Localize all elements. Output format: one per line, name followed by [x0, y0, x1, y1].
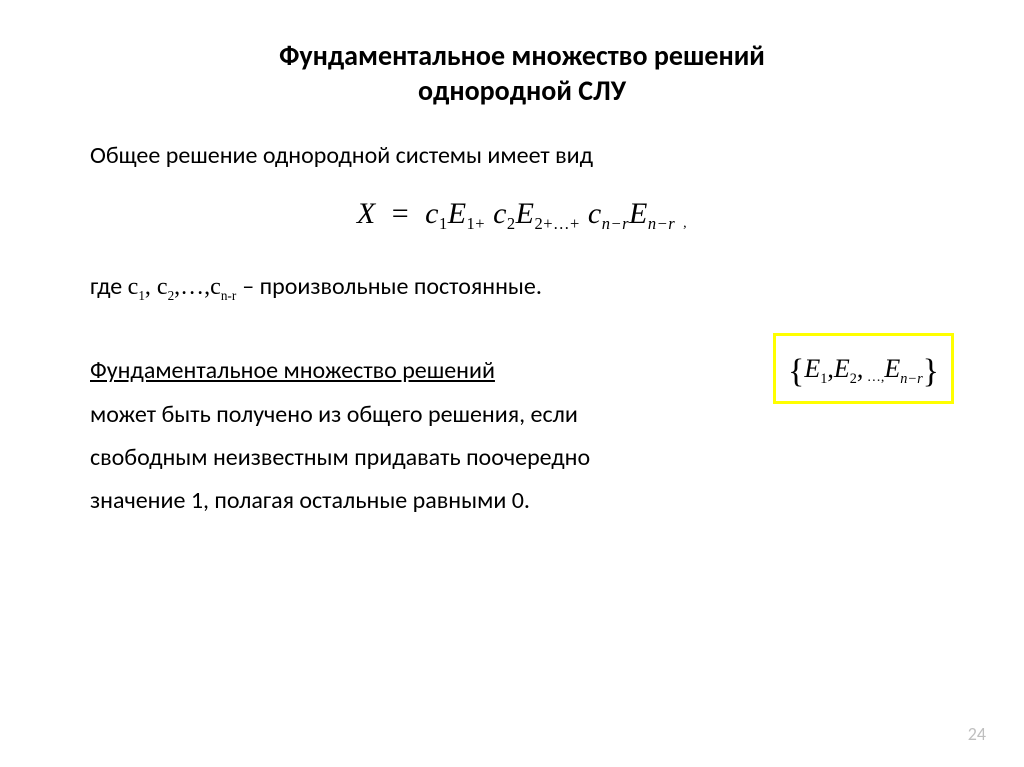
set-dots: …, — [863, 370, 884, 385]
formula-E1: E — [448, 197, 467, 230]
where-constants: с1, с2,…,сn-r — [128, 274, 243, 300]
formula-comma: , — [683, 216, 687, 231]
rest-line-2: свободным неизвестным придавать поочеред… — [90, 436, 954, 479]
formula-eq: = — [392, 197, 409, 230]
left-brace: { — [788, 360, 804, 384]
fss-set-box: {E1,E2, …,En−r} — [773, 333, 954, 404]
formula-c1-sub: 1 — [439, 214, 448, 233]
formula-plus1: + — [475, 214, 485, 233]
formula-c1: c — [425, 197, 439, 230]
set-E1-sub: 1 — [820, 371, 827, 387]
set-E1: E — [804, 354, 820, 383]
right-brace: } — [923, 360, 939, 384]
set-E2: E — [834, 354, 850, 383]
formula-cn: c — [588, 197, 602, 230]
main-formula: X = c1E1+ c2E2+…+ cn−rEn−r , — [90, 187, 954, 241]
where-c2-sub: 2 — [168, 288, 175, 303]
where-c2: с — [157, 274, 168, 300]
formula-cn-sub: n−r — [602, 214, 629, 233]
where-c1-sub: 1 — [138, 288, 145, 303]
where-suffix: – произвольные постоянные. — [242, 272, 542, 301]
fss-label: Фундаментальное множество решений — [90, 356, 495, 385]
formula-E2-sub: 2 — [534, 214, 543, 233]
fss-line: Фундаментальное множество решений {E1,E2… — [90, 349, 954, 392]
formula-ellipsis: +…+ — [543, 214, 580, 233]
formula-c2: c — [493, 197, 507, 230]
formula-En: E — [629, 197, 648, 230]
slide-title: Фундаментальное множество решений одноро… — [90, 38, 954, 108]
where-cn: с — [210, 274, 221, 300]
formula-En-sub: n−r — [648, 214, 675, 233]
set-E2-sub: 2 — [850, 371, 857, 387]
page-number: 24 — [968, 723, 986, 745]
slide-body: Общее решение однородной системы имеет в… — [90, 134, 954, 522]
where-line: где с1, с2,…,сn-r – произвольные постоян… — [90, 265, 954, 309]
set-En: E — [884, 354, 900, 383]
intro-text: Общее решение однородной системы имеет в… — [90, 134, 954, 177]
formula-c2-sub: 2 — [507, 214, 516, 233]
where-c1: с — [128, 274, 139, 300]
title-line-2: однородной СЛУ — [418, 73, 626, 108]
slide: Фундаментальное множество решений одноро… — [0, 0, 1024, 767]
formula-E1-sub: 1 — [467, 214, 476, 233]
where-prefix: где — [90, 272, 128, 301]
where-cn-sub: n-r — [221, 288, 236, 303]
set-En-sub: n−r — [900, 371, 922, 387]
title-line-1: Фундаментальное множество решений — [279, 38, 765, 73]
formula-E2: E — [516, 197, 535, 230]
rest-line-3: значение 1, полагая остальные равными 0. — [90, 479, 954, 522]
formula-X: X — [357, 197, 376, 230]
